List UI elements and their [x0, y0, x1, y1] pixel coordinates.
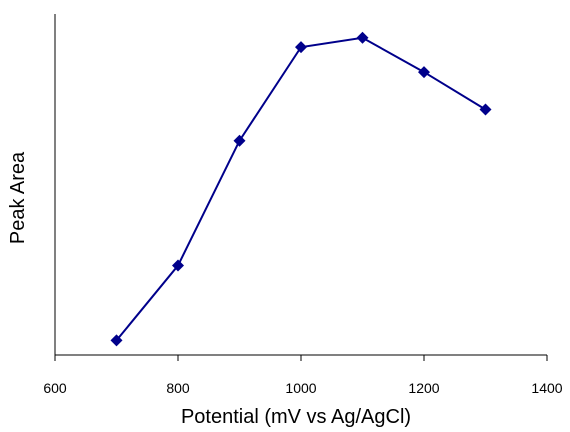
x-axis-title: Potential (mV vs Ag/AgCl) [181, 406, 411, 428]
data-point-1200 [418, 66, 430, 79]
x-tick-label: 1400 [531, 380, 562, 396]
data-point-1300 [479, 103, 492, 116]
data-point-800 [172, 259, 184, 272]
chart-axes [54, 14, 547, 356]
x-tick-label: 600 [43, 380, 67, 396]
series-layer [110, 31, 492, 347]
x-tick-labels: 600 800 1000 1200 1400 [43, 380, 562, 396]
data-point-1100 [356, 31, 369, 44]
data-point-700 [110, 334, 123, 347]
data-point-900 [233, 134, 246, 147]
x-tick-label: 1200 [408, 380, 439, 396]
x-tick-label: 800 [166, 380, 190, 396]
x-ticks [54, 355, 548, 361]
x-tick-label: 1000 [285, 380, 316, 396]
series-line [115, 36, 487, 342]
data-point-1000 [295, 41, 307, 54]
y-axis-title: Peak Area [7, 151, 29, 244]
